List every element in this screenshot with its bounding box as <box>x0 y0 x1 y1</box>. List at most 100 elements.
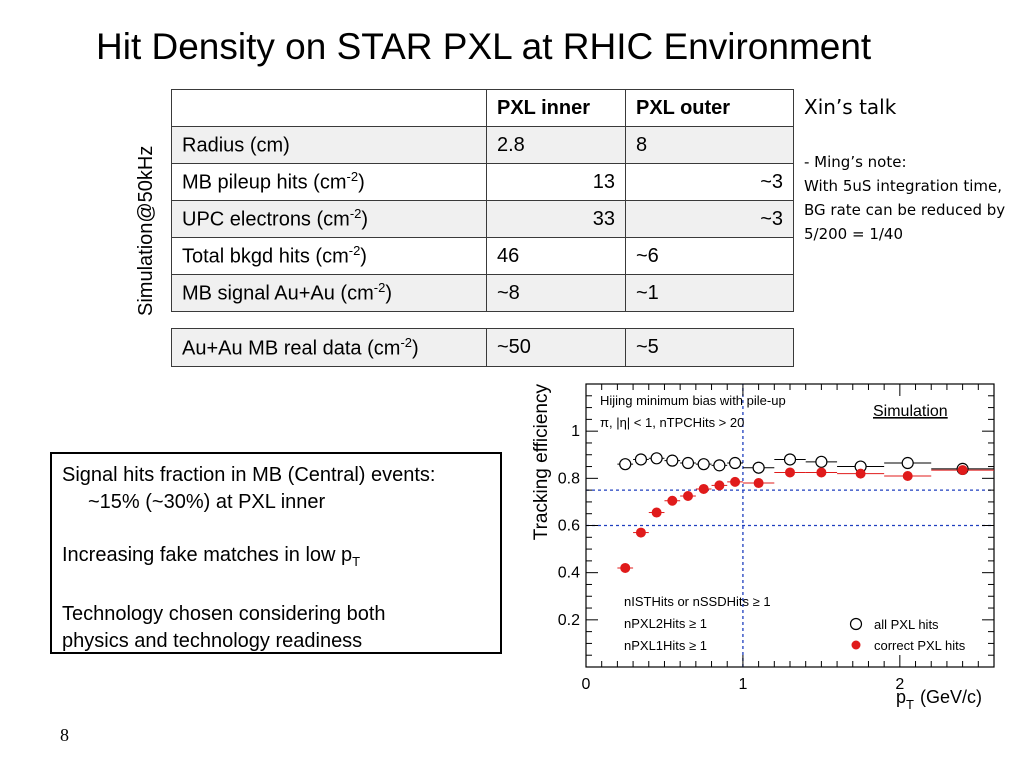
annotation-label: Hijing minimum bias with pile-up <box>600 393 786 408</box>
plot-annotations: Tracking efficiency pT (GeV/c) Hijing minim… <box>531 384 982 712</box>
data-point <box>634 453 648 466</box>
data-point <box>855 468 866 479</box>
data-point <box>728 456 742 470</box>
table-row: UPC electrons (cm-2) 33 ~3 <box>171 200 794 238</box>
annotation-label: Simulation <box>873 403 948 420</box>
cell-outer: 8 <box>625 126 794 164</box>
x-tick-label: 0 <box>582 676 591 693</box>
data-point <box>714 480 725 491</box>
note-line: - Ming’s note: <box>804 153 907 171</box>
table-row: MB signal Au+Au (cm-2) ~8 ~1 <box>171 274 794 312</box>
hit-density-table: PXL inner PXL outer Radius (cm) 2.8 8 MB… <box>171 89 794 312</box>
header-cell-pxl-inner: PXL inner <box>486 89 626 127</box>
tracking-efficiency-plot: 0 1 2 0.2 0.4 0.6 0.8 1 Tracking efficiency pT (G… <box>531 383 995 712</box>
y-tick-label: 0.8 <box>558 470 580 487</box>
y-axis-label: Tracking efficiency <box>531 384 552 541</box>
cell-inner: 33 <box>486 200 626 238</box>
row-label: MB pileup hits (cm-2) <box>171 163 487 201</box>
annotation-label: π, |η| < 1, nTPCHits > 20 <box>600 415 744 430</box>
data-point <box>697 458 710 471</box>
plot-ticks: 0 1 2 0.2 0.4 0.6 0.8 1 <box>558 383 995 693</box>
page-title: Hit Density on STAR PXL at RHIC Environm… <box>96 26 872 67</box>
summary-line: Technology chosen considering both <box>62 603 386 625</box>
annotation-label: nPXL2Hits ≥ 1 <box>624 616 707 631</box>
x-tick-label: 2 <box>895 676 904 693</box>
table-row: Total bkgd hits (cm-2) 46 ~6 <box>171 237 794 275</box>
data-point <box>753 478 764 489</box>
cell-outer: ~3 <box>625 163 794 201</box>
table-row: Radius (cm) 2.8 8 <box>171 126 794 164</box>
table-header-row: PXL inner PXL outer <box>171 89 794 127</box>
data-point <box>815 455 828 468</box>
cell-outer: ~6 <box>625 237 794 275</box>
data-point <box>666 454 679 467</box>
cell-inner: ~50 <box>486 328 626 367</box>
data-point <box>957 465 968 476</box>
y-tick-label: 0.6 <box>558 518 580 535</box>
data-point <box>785 467 795 478</box>
y-tick-label: 1 <box>571 423 580 440</box>
real-data-table: Au+Au MB real data (cm-2) ~50 ~5 <box>171 328 794 367</box>
talk-reference: Xin’s talk <box>804 95 897 119</box>
y-tick-label: 0.2 <box>558 612 580 629</box>
summary-line: physics and technology readiness <box>62 630 363 652</box>
summary-line: Increasing fake matches in low pT <box>62 544 361 569</box>
x-axis-label: pT (GeV/c) <box>896 687 982 712</box>
data-point <box>752 461 765 474</box>
ming-note: - Ming’s note: With 5uS integration time… <box>804 150 1024 246</box>
x-tick-label: 1 <box>738 676 747 693</box>
all-PXL-hits-series <box>617 452 994 476</box>
data-point <box>713 459 726 472</box>
note-line: BG rate can be reduced by <box>804 201 1006 219</box>
summary-line: Signal hits fraction in MB (Central) eve… <box>62 464 436 486</box>
legend-marker-correct <box>851 640 861 650</box>
correct-PXL-hits-series <box>617 465 994 573</box>
data-point <box>783 453 797 466</box>
note-line: With 5uS integration time, <box>804 177 1002 195</box>
page-number: 8 <box>60 725 69 745</box>
summary-box: Signal hits fraction in MB (Central) eve… <box>50 452 502 654</box>
side-notes: Xin’s talk - Ming’s note: With 5uS integ… <box>804 95 1024 246</box>
header-cell-pxl-outer: PXL outer <box>625 89 794 127</box>
row-label: UPC electrons (cm-2) <box>171 200 487 238</box>
legend-marker-all <box>849 617 863 631</box>
legend: all PXL hits correct PXL hits <box>849 617 966 653</box>
legend-entry: correct PXL hits <box>874 638 966 653</box>
row-label: MB signal Au+Au (cm-2) <box>171 274 487 312</box>
row-label: Radius (cm) <box>171 126 487 164</box>
header-cell-empty <box>171 89 487 127</box>
data-point <box>816 467 827 478</box>
note-line: 5/200 = 1/40 <box>804 225 904 243</box>
table-row: MB pileup hits (cm-2) 13 ~3 <box>171 163 794 201</box>
cell-inner: 46 <box>486 237 626 275</box>
table-row: Au+Au MB real data (cm-2) ~50 ~5 <box>171 328 794 367</box>
legend-entry: all PXL hits <box>874 617 939 632</box>
annotation-label: nPXL1Hits ≥ 1 <box>624 638 707 653</box>
y-tick-label: 0.4 <box>558 565 580 582</box>
cell-outer: ~1 <box>625 274 794 312</box>
data-point <box>902 470 913 481</box>
cell-inner: ~8 <box>486 274 626 312</box>
plot-series <box>617 452 994 573</box>
data-point <box>683 491 693 502</box>
cell-inner: 13 <box>486 163 626 201</box>
data-point <box>901 456 914 470</box>
row-label: Total bkgd hits (cm-2) <box>171 237 487 275</box>
cell-outer: ~5 <box>625 328 794 367</box>
plot-reference-lines <box>586 384 994 667</box>
cell-inner: 2.8 <box>486 126 626 164</box>
row-label: Au+Au MB real data (cm-2) <box>171 328 487 367</box>
cell-outer: ~3 <box>625 200 794 238</box>
data-point <box>620 562 631 573</box>
data-point <box>635 527 646 538</box>
data-point <box>681 456 695 470</box>
data-point <box>650 452 663 465</box>
data-point <box>730 476 741 487</box>
data-point <box>667 495 678 506</box>
annotation-label: nISTHits or nSSDHits ≥ 1 <box>624 594 771 609</box>
data-point <box>698 483 709 494</box>
data-point <box>619 458 632 471</box>
simulation-side-label: Simulation@50kHz <box>135 145 157 316</box>
data-point <box>651 507 662 518</box>
summary-line: ~15% (~30%) at PXL inner <box>88 491 326 513</box>
